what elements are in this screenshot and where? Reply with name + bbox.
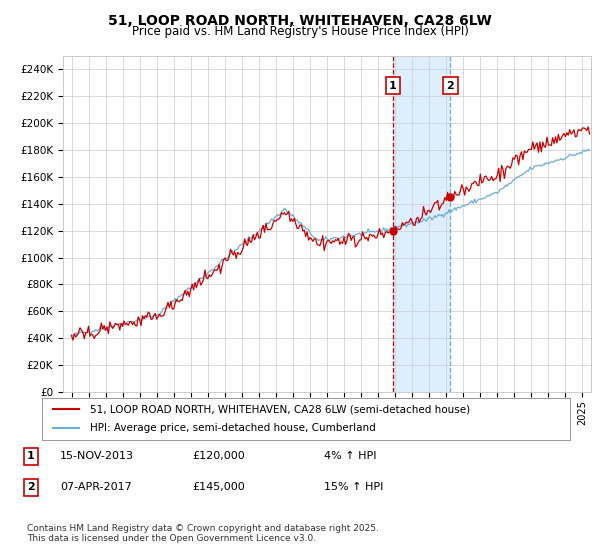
Text: 15% ↑ HPI: 15% ↑ HPI <box>324 482 383 492</box>
Text: 07-APR-2017: 07-APR-2017 <box>60 482 132 492</box>
Text: 1: 1 <box>27 451 35 461</box>
Text: 51, LOOP ROAD NORTH, WHITEHAVEN, CA28 6LW (semi-detached house): 51, LOOP ROAD NORTH, WHITEHAVEN, CA28 6L… <box>89 404 470 414</box>
Text: £120,000: £120,000 <box>192 451 245 461</box>
Text: 2: 2 <box>27 482 35 492</box>
Text: £145,000: £145,000 <box>192 482 245 492</box>
Text: 4% ↑ HPI: 4% ↑ HPI <box>324 451 377 461</box>
Bar <box>393 56 451 392</box>
Text: 1: 1 <box>389 81 397 91</box>
Text: HPI: Average price, semi-detached house, Cumberland: HPI: Average price, semi-detached house,… <box>89 423 375 433</box>
Text: 51, LOOP ROAD NORTH, WHITEHAVEN, CA28 6LW: 51, LOOP ROAD NORTH, WHITEHAVEN, CA28 6L… <box>108 14 492 28</box>
Text: 2: 2 <box>446 81 454 91</box>
Text: Price paid vs. HM Land Registry's House Price Index (HPI): Price paid vs. HM Land Registry's House … <box>131 25 469 38</box>
Text: 15-NOV-2013: 15-NOV-2013 <box>60 451 134 461</box>
Text: Contains HM Land Registry data © Crown copyright and database right 2025.
This d: Contains HM Land Registry data © Crown c… <box>27 524 379 543</box>
